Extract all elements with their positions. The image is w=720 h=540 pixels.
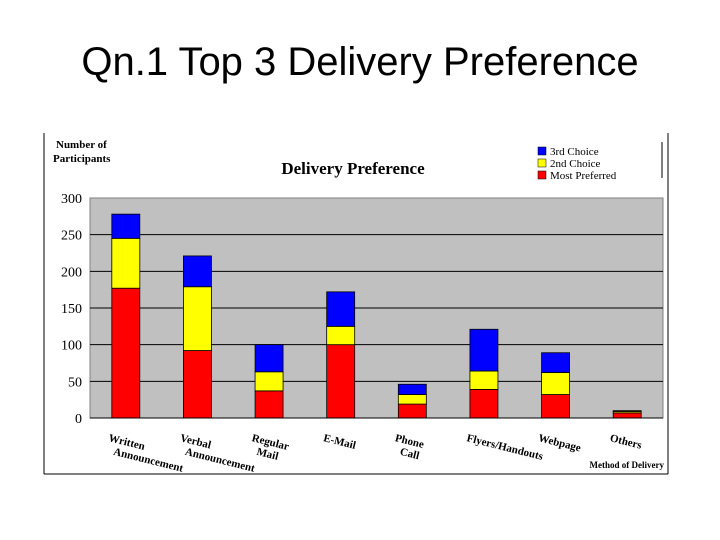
bar-5-series-2: [469, 328, 499, 372]
slide-title: Qn.1 Top 3 Delivery Preference: [81, 40, 639, 84]
x-tick-labels: WrittenAnnouncementVerbalAnnouncementReg…: [104, 432, 644, 475]
bar-1-series-0: [183, 350, 212, 419]
y-tick-label-6: 300: [61, 192, 82, 207]
bar-7-series-2: [612, 410, 642, 412]
y-tick-label-0: 0: [75, 412, 82, 427]
bar-3-series-2: [326, 291, 356, 327]
y-tick-label-4: 200: [61, 265, 82, 280]
x-tick-label-2-line2: Mail: [255, 446, 279, 463]
bar-0-series-1: [111, 237, 141, 289]
legend-swatch-0: [537, 146, 547, 156]
bar-6-series-0: [541, 394, 570, 419]
x-tick-label-7: Others: [609, 432, 644, 452]
y-tick-label-3: 150: [61, 302, 82, 317]
bar-4-series-0: [397, 403, 427, 419]
bar-4-series-1: [397, 394, 427, 405]
x-tick-label-2: RegularMail: [248, 432, 291, 464]
y-tick-label-2: 100: [61, 339, 82, 354]
bar-2-series-0: [254, 390, 284, 419]
bar-3-series-1: [326, 325, 356, 346]
y-tick-label-5: 250: [61, 229, 82, 244]
y-tick-label-1: 50: [68, 375, 82, 390]
bar-2-series-2: [254, 344, 284, 373]
legend-label-1: 2nd Choice: [550, 158, 601, 170]
bar-0-series-0: [111, 287, 141, 419]
legend-label-0: 3rd Choice: [550, 146, 599, 158]
bars: [111, 213, 642, 419]
legend-swatch-2: [537, 170, 547, 180]
bar-3-series-0: [326, 344, 356, 419]
y-axis-label-line2: Participants: [53, 153, 111, 165]
bar-6-series-1: [541, 372, 570, 395]
x-tick-label-0: WrittenAnnouncement: [104, 432, 187, 475]
x-tick-label-1: VerbalAnnouncement: [176, 432, 259, 475]
bar-2-series-1: [254, 371, 284, 392]
bar-4-series-2: [397, 383, 427, 395]
y-tick-labels: 0 50 100 150 200 250 300: [61, 192, 82, 427]
x-tick-label-4-line2: Call: [399, 446, 421, 462]
x-tick-label-5: Flyers/Handouts: [465, 432, 545, 463]
bar-7-series-0: [612, 412, 642, 419]
bar-5-series-1: [469, 370, 499, 390]
x-tick-label-1-line2: Announcement: [184, 446, 257, 475]
legend-swatch-1: [537, 158, 547, 168]
bar-1-series-2: [183, 255, 212, 288]
chart-title: Delivery Preference: [281, 159, 425, 178]
bar-1-series-1: [183, 286, 212, 351]
x-tick-label-4: PhoneCall: [391, 432, 425, 462]
x-tick-label-3: E-Mail: [322, 432, 357, 452]
bar-6-series-2: [541, 352, 570, 373]
legend-label-2: Most Preferred: [550, 170, 617, 182]
x-axis-label: Method of Delivery: [590, 460, 665, 470]
x-tick-label-0-line2: Announcement: [112, 446, 185, 475]
bar-0-series-2: [111, 213, 141, 239]
y-axis-label-line1: Number of: [56, 139, 107, 151]
bar-5-series-0: [469, 388, 499, 419]
